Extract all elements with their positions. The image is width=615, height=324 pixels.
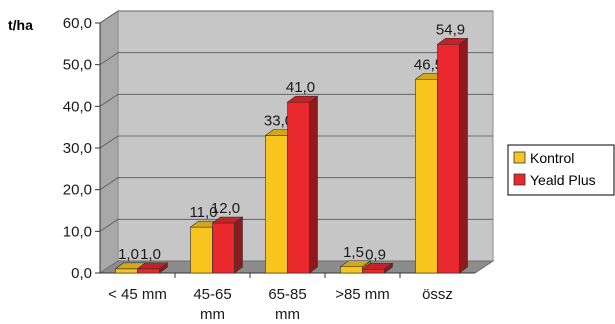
data-label: 46,5 <box>414 56 443 73</box>
legend-swatch <box>513 151 526 164</box>
legend: Kontrol Yeald Plus <box>507 144 615 196</box>
y-axis-label: t/ha <box>8 17 33 33</box>
x-tick-label: mm <box>200 306 225 323</box>
bar-front <box>115 268 138 274</box>
data-label: 1,0 <box>140 246 161 263</box>
bar-front <box>212 222 235 274</box>
gridline <box>99 135 493 149</box>
bar-front <box>190 226 213 274</box>
bar-yeald-plus <box>211 216 244 274</box>
data-label: 54,9 <box>436 21 465 38</box>
bar-side <box>309 95 318 274</box>
y-tick-label: 0,0 <box>71 265 92 282</box>
x-tick-label: >85 mm <box>335 286 390 303</box>
gridlines <box>99 10 493 232</box>
bar-side <box>234 216 243 274</box>
data-label: 1,0 <box>118 246 139 263</box>
gridline <box>99 52 493 65</box>
x-tick-label: 45-65 <box>193 286 231 303</box>
x-tick-label: mm <box>275 306 300 323</box>
bar-yeald-plus <box>136 262 169 274</box>
bar-yeald-plus <box>286 95 319 274</box>
y-tick-label: 60,0 <box>63 15 92 32</box>
bar-front <box>265 135 288 274</box>
data-label: 11,0 <box>189 204 217 221</box>
data-label: 33,0 <box>264 113 293 130</box>
bar-yeald-plus <box>361 262 394 274</box>
bar-side <box>159 262 168 274</box>
y-tick-label: 50,0 <box>63 57 92 74</box>
y-tick-label: 10,0 <box>63 223 92 240</box>
y-tick-label: 20,0 <box>63 182 92 199</box>
bar-front <box>415 78 438 274</box>
legend-label: Kontrol <box>530 150 574 166</box>
legend-label: Yeald Plus <box>530 172 596 188</box>
bar-front <box>437 43 460 274</box>
bar-side <box>459 37 468 274</box>
legend-swatch <box>513 173 526 186</box>
x-tick-label: össz <box>422 286 453 303</box>
x-tick-label: 65-85 <box>268 286 306 303</box>
bar-front <box>362 268 385 274</box>
gridline <box>99 177 493 190</box>
bar-front <box>287 101 310 274</box>
gridline <box>99 93 493 107</box>
data-label: 12,0 <box>211 200 240 217</box>
gridline <box>99 10 493 24</box>
data-label: 1,5 <box>343 244 364 261</box>
gridline <box>99 218 493 232</box>
bar-front <box>340 266 363 274</box>
data-label: 0,9 <box>365 246 386 263</box>
bars: 1,0 1,0 11,012,0 33,0 41,0 1,5 0,9 46,5 54,9 <box>114 21 469 274</box>
bar-front <box>137 268 160 274</box>
legend-box <box>507 144 615 196</box>
data-label: 41,0 <box>286 79 315 96</box>
bar-side <box>384 262 393 274</box>
y-axis-ticks: 0,0 10,0 20,0 30,0 40,0 50,0 60,0 <box>63 15 401 282</box>
y-tick-label: 30,0 <box>63 140 92 157</box>
x-tick-label: < 45 mm <box>108 286 167 303</box>
bar-yeald-plus <box>436 37 469 274</box>
x-axis-categories: < 45 mm 45-65 mm 65-85 mm >85 mm össz <box>108 286 453 323</box>
y-tick-label: 40,0 <box>63 98 92 115</box>
